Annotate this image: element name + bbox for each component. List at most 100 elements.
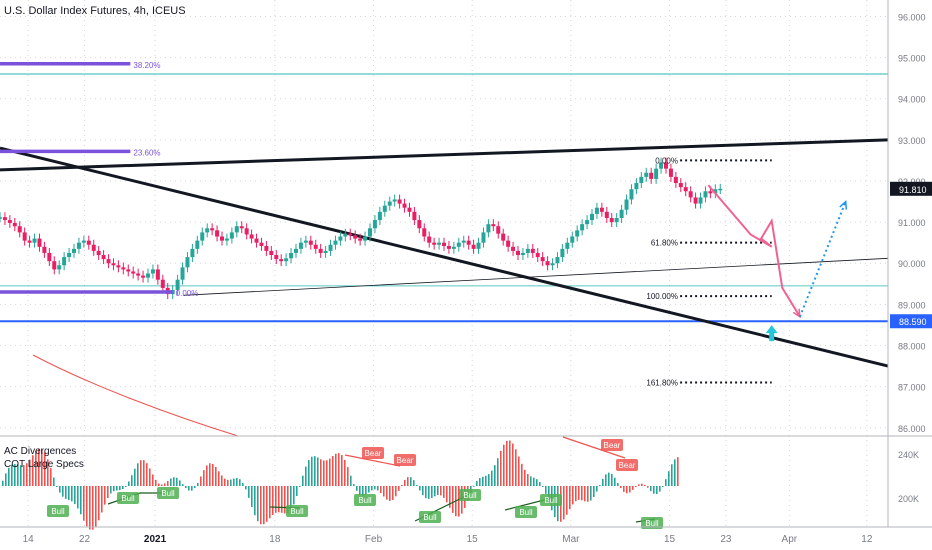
candle-body[interactable] xyxy=(634,183,639,190)
candle-body[interactable] xyxy=(0,217,2,219)
candle-body[interactable] xyxy=(535,252,540,258)
candle-body[interactable] xyxy=(91,244,96,251)
candle-body[interactable] xyxy=(328,244,333,251)
candle-body[interactable] xyxy=(501,233,506,241)
candle-body[interactable] xyxy=(224,238,229,241)
candle-body[interactable] xyxy=(466,240,471,245)
candle-body[interactable] xyxy=(2,217,7,221)
candle-body[interactable] xyxy=(27,240,32,243)
candle-body[interactable] xyxy=(649,172,654,179)
candle-body[interactable] xyxy=(220,236,224,241)
candle-body[interactable] xyxy=(446,245,451,249)
candle-body[interactable] xyxy=(397,199,402,204)
candle-body[interactable] xyxy=(550,263,555,266)
candle-body[interactable] xyxy=(22,232,27,241)
candle-body[interactable] xyxy=(131,271,136,274)
candle-body[interactable] xyxy=(580,224,585,231)
candle-body[interactable] xyxy=(471,244,476,249)
candle-body[interactable] xyxy=(639,176,644,184)
candle-body[interactable] xyxy=(377,211,382,221)
candle-body[interactable] xyxy=(264,245,269,251)
candle-body[interactable] xyxy=(205,228,210,233)
candle-body[interactable] xyxy=(358,238,363,241)
candle-body[interactable] xyxy=(185,257,190,268)
candle-body[interactable] xyxy=(86,240,91,245)
candle-body[interactable] xyxy=(308,240,313,245)
candle-body[interactable] xyxy=(585,220,590,225)
candle-body[interactable] xyxy=(72,248,76,253)
candle-body[interactable] xyxy=(402,203,407,208)
candle-body[interactable] xyxy=(269,250,274,256)
candle-body[interactable] xyxy=(106,259,111,264)
candle-body[interactable] xyxy=(17,226,22,233)
candle-body[interactable] xyxy=(530,248,535,253)
candle-body[interactable] xyxy=(382,205,387,212)
candle-body[interactable] xyxy=(7,220,12,223)
candle-body[interactable] xyxy=(62,257,67,266)
candle-body[interactable] xyxy=(175,279,180,290)
candle-body[interactable] xyxy=(234,226,239,233)
candle-body[interactable] xyxy=(540,257,545,262)
candle-body[interactable] xyxy=(668,168,673,177)
candle-body[interactable] xyxy=(678,183,683,188)
candle-body[interactable] xyxy=(52,261,57,270)
candle-body[interactable] xyxy=(698,197,703,204)
candle-body[interactable] xyxy=(12,222,17,227)
candle-body[interactable] xyxy=(392,199,397,202)
candle-body[interactable] xyxy=(121,267,126,270)
candle-body[interactable] xyxy=(363,236,368,241)
candle-body[interactable] xyxy=(343,233,348,237)
candle-body[interactable] xyxy=(718,188,723,191)
candle-body[interactable] xyxy=(111,263,116,266)
candle-body[interactable] xyxy=(570,236,575,243)
candle-body[interactable] xyxy=(195,240,200,249)
candle-body[interactable] xyxy=(42,246,47,253)
candles[interactable] xyxy=(0,157,723,300)
candle-body[interactable] xyxy=(155,269,160,280)
candle-body[interactable] xyxy=(190,248,195,258)
candle-body[interactable] xyxy=(368,228,372,237)
candle-body[interactable] xyxy=(37,238,42,247)
candle-body[interactable] xyxy=(673,176,678,184)
candle-body[interactable] xyxy=(81,240,86,243)
candle-body[interactable] xyxy=(516,250,520,256)
candle-body[interactable] xyxy=(387,201,392,206)
candle-body[interactable] xyxy=(47,252,52,262)
candle-body[interactable] xyxy=(476,242,481,249)
candle-body[interactable] xyxy=(506,240,511,247)
candle-body[interactable] xyxy=(294,248,298,253)
candle-body[interactable] xyxy=(560,248,565,258)
candle-body[interactable] xyxy=(146,273,150,278)
candle-body[interactable] xyxy=(150,269,155,274)
candle-body[interactable] xyxy=(451,246,456,249)
candle-body[interactable] xyxy=(284,258,289,262)
candle-body[interactable] xyxy=(614,218,619,223)
candle-body[interactable] xyxy=(594,207,599,214)
candle-body[interactable] xyxy=(215,230,220,237)
candle-body[interactable] xyxy=(427,236,432,243)
candle-body[interactable] xyxy=(683,187,688,192)
candle-body[interactable] xyxy=(210,228,215,231)
candle-body[interactable] xyxy=(57,265,62,270)
candle-body[interactable] xyxy=(486,224,491,233)
candle-body[interactable] xyxy=(136,273,141,276)
candle-body[interactable] xyxy=(412,211,417,221)
candle-body[interactable] xyxy=(244,228,249,235)
candle-body[interactable] xyxy=(229,232,234,239)
candle-body[interactable] xyxy=(407,207,412,212)
candle-body[interactable] xyxy=(599,207,604,212)
candle-body[interactable] xyxy=(604,211,609,218)
candle-body[interactable] xyxy=(545,261,550,266)
candle-body[interactable] xyxy=(456,242,461,247)
candle-body[interactable] xyxy=(101,255,106,260)
candle-body[interactable] xyxy=(461,240,466,243)
candle-body[interactable] xyxy=(96,250,101,256)
candle-body[interactable] xyxy=(590,213,594,221)
candle-body[interactable] xyxy=(126,269,131,272)
candle-body[interactable] xyxy=(67,252,72,258)
candle-body[interactable] xyxy=(609,218,614,223)
candle-body[interactable] xyxy=(298,242,303,249)
candle-body[interactable] xyxy=(338,236,343,241)
candle-body[interactable] xyxy=(624,199,629,210)
candle-body[interactable] xyxy=(348,233,353,236)
